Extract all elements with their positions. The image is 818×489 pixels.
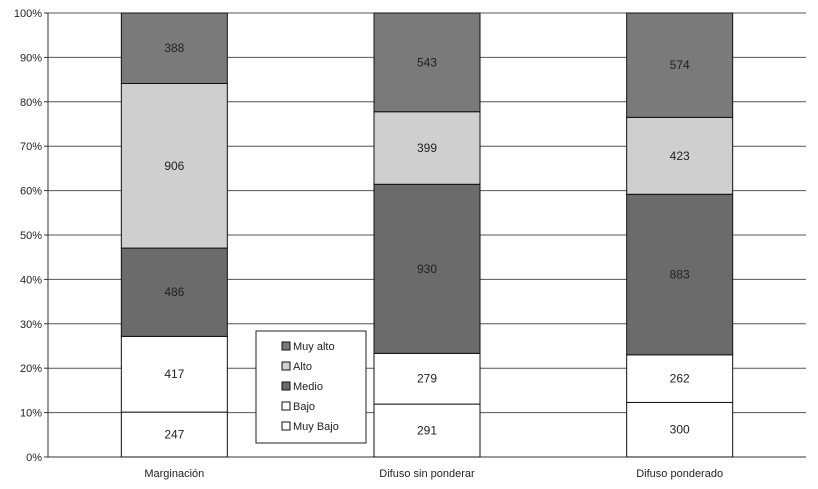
- bar-value-label: 291: [417, 424, 437, 438]
- legend-label: Bajo: [293, 401, 315, 413]
- bar-value-label: 574: [670, 58, 690, 72]
- y-tick-label: 90%: [20, 52, 42, 64]
- axes: 0% 10% 20% 30% 40% 50% 60% 70% 80% 90% 100% Margina…: [14, 8, 806, 480]
- bar-segment: [373, 183, 481, 354]
- bar-value-label: 906: [164, 159, 184, 173]
- bar-segment: [373, 403, 481, 458]
- bar-segment: [120, 335, 228, 413]
- bar-value-label: 543: [417, 55, 437, 69]
- bar-value-label: 399: [417, 141, 437, 155]
- bar-segment: [120, 12, 228, 84]
- y-tick-label: 50%: [20, 230, 42, 242]
- bars: [120, 12, 734, 458]
- y-tick-label: 80%: [20, 97, 42, 109]
- legend-swatch: [281, 421, 291, 431]
- legend-label: Medio: [293, 381, 323, 393]
- bar-value-label: 417: [164, 367, 184, 381]
- y-tick-label: 0%: [26, 452, 42, 464]
- y-tick-label: 20%: [20, 363, 42, 375]
- legend-swatch: [281, 401, 291, 411]
- bar-value-label: 883: [670, 268, 690, 282]
- data-labels: 247 417 486 906 388 291 279 930 399 543 300 262 883 4…: [164, 41, 690, 441]
- bar-segment: [373, 352, 481, 405]
- x-tick-label: Difuso ponderado: [636, 468, 723, 480]
- bar-value-label: 486: [164, 285, 184, 299]
- bar-segment: [120, 247, 228, 337]
- bar-segment: [120, 411, 228, 458]
- bar-value-label: 300: [670, 423, 690, 437]
- x-tick-label: Difuso sin ponderar: [379, 468, 475, 480]
- y-tick-label: 10%: [20, 408, 42, 420]
- legend-swatch: [281, 361, 291, 371]
- x-tick-label: Marginación: [144, 468, 204, 480]
- legend-label: Muy alto: [293, 341, 335, 353]
- bar-segment: [626, 116, 734, 195]
- y-tick-label: 30%: [20, 319, 42, 331]
- bar-segment: [373, 111, 481, 185]
- y-tick-label: 60%: [20, 186, 42, 198]
- bar-value-label: 279: [417, 372, 437, 386]
- legend: Muy alto Alto Medio Bajo Muy Bajo: [255, 330, 367, 444]
- bar-segment: [120, 82, 228, 249]
- bar-value-label: 423: [670, 149, 690, 163]
- legend-label: Alto: [293, 361, 312, 373]
- legend-swatch: [281, 341, 291, 351]
- y-tick-label: 70%: [20, 141, 42, 153]
- y-tick-label: 40%: [20, 274, 42, 286]
- bar-value-label: 930: [417, 262, 437, 276]
- legend-box: [255, 330, 367, 444]
- bar-value-label: 388: [164, 41, 184, 55]
- bar-segment: [626, 12, 734, 118]
- bar-segment: [373, 12, 481, 113]
- bar-value-label: 247: [164, 428, 184, 442]
- legend-label: Muy Bajo: [293, 421, 339, 433]
- y-tick-label: 100%: [14, 8, 42, 20]
- bar-segment: [626, 401, 734, 458]
- legend-swatch: [281, 381, 291, 391]
- bar-segment: [626, 354, 734, 403]
- bar-value-label: 262: [670, 372, 690, 386]
